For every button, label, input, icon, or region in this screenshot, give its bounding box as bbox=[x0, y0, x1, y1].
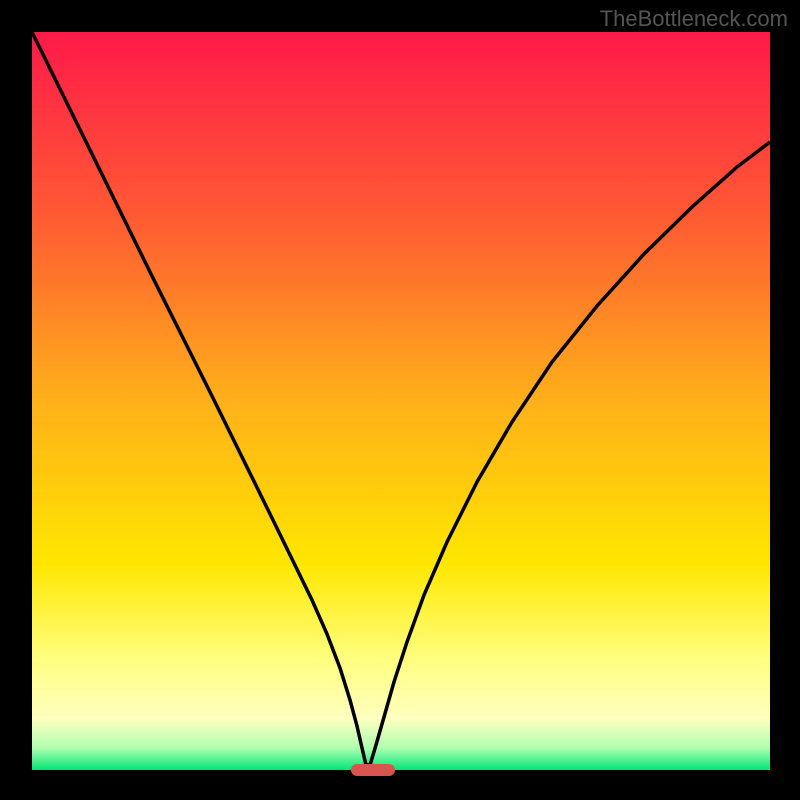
watermark-text: TheBottleneck.com bbox=[600, 6, 788, 32]
optimal-marker bbox=[351, 764, 395, 776]
curve-path bbox=[32, 32, 770, 765]
chart-plot-area bbox=[32, 32, 770, 770]
bottleneck-curve bbox=[32, 32, 770, 770]
